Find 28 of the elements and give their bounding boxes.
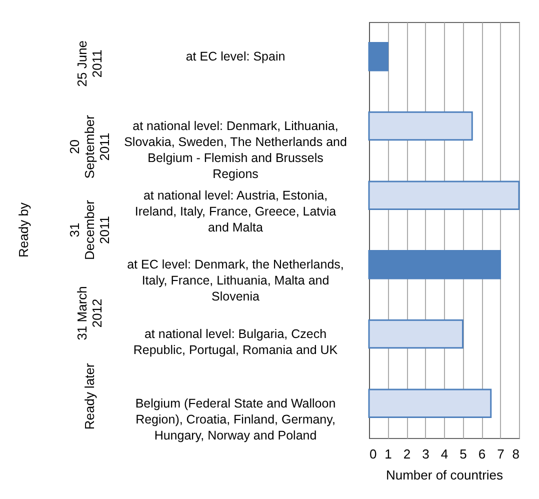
text: 31 December 2011 (67, 199, 112, 260)
x-tick-label: 1 (384, 446, 392, 462)
y-tick-label: at EC level: Denmark, the Netherlands, Italy, France, Lithuania, Malta and Slovenia (127, 258, 344, 304)
y-tick-label: at national level: Denmark, Lithuania, Slovakia, Sweden, The Netherlands and Belgium - Flemish and Brussels Regions (124, 119, 347, 181)
bar (368, 42, 388, 72)
y-tick-label: Belgium (Federal State and Walloon Region), Croatia, Finland, Germany, Hungary, Norway and Poland (135, 396, 336, 442)
x-tick-label: 5 (460, 446, 467, 462)
bar (368, 319, 464, 349)
x-tick-label: 8 (512, 446, 520, 462)
bar (368, 250, 501, 280)
text: 20 September 2011 (67, 114, 112, 179)
text: 31 March 2012 (74, 286, 104, 340)
x-tick-label: 2 (403, 446, 411, 462)
y-tick-label: at national level: Bulgaria, Czech Republic, Portugal, Romania and UK (133, 327, 338, 357)
x-tick-label: 4 (440, 446, 448, 462)
bar (368, 180, 520, 210)
x-tick-label: 6 (478, 446, 486, 462)
text: Ready later (82, 362, 97, 430)
y-tick-label: at EC level: Spain (186, 50, 286, 64)
x-tick-label: 0 (370, 446, 377, 462)
x-tick-label: 3 (422, 446, 430, 462)
text: 25 June 2011 (74, 40, 104, 87)
y-tick-label: at national level: Austria, Estonia, Ireland, Italy, France, Greece, Latvia and Malta (134, 188, 336, 234)
x-tick-label: 7 (497, 446, 504, 462)
bar (368, 111, 473, 141)
bar (368, 388, 492, 418)
text: Ready by (16, 202, 31, 258)
x-axis-title: Number of countries (386, 468, 504, 482)
